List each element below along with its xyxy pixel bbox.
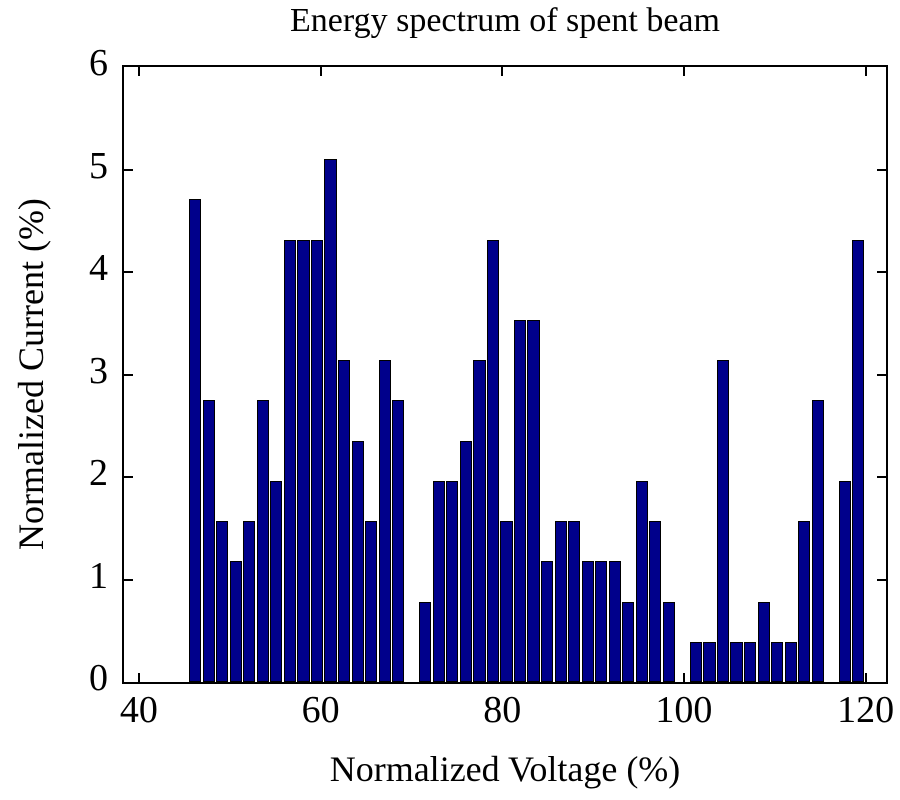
bar [689,642,703,682]
x-tick-mark [137,67,140,76]
bar [324,159,337,682]
bar [310,240,324,682]
bar [486,240,500,682]
bar [365,521,378,682]
bar [635,481,648,682]
y-tick-mark [877,476,886,478]
y-tick-mark [124,578,133,581]
x-tick-label: 60 [301,689,340,731]
bar [459,441,472,682]
y-tick-mark [124,373,133,376]
bar [622,602,635,682]
bar [784,642,797,682]
bar [838,481,851,682]
bar [392,400,405,682]
bar [500,521,513,682]
y-tick-label: 3 [89,349,108,392]
bar [513,320,527,682]
y-tick-label: 6 [89,42,108,84]
x-tick-label: 100 [655,689,713,731]
bar [811,400,824,682]
bar [270,481,283,682]
bar [297,240,310,682]
bar [757,602,770,682]
y-tick-mark [877,271,886,273]
y-tick-mark [124,476,133,478]
x-tick-mark [864,673,867,682]
x-tick-mark [682,67,685,76]
x-tick-mark [682,673,685,682]
bar [473,360,486,682]
bar [189,199,202,682]
x-tick-mark [864,67,867,76]
bar [527,320,540,682]
bar [541,561,554,682]
x-tick-mark [137,673,140,682]
bar [716,360,730,682]
bar [351,441,364,682]
x-tick-label: 80 [483,689,522,731]
bar [581,561,594,682]
bar [256,400,269,682]
bar [649,521,662,682]
bar [662,602,675,682]
y-tick-mark [877,578,886,581]
bar [243,521,256,682]
y-tick-label: 2 [89,452,108,494]
bar [216,521,229,682]
y-tick-mark [877,168,886,171]
bar [852,240,865,682]
bar [283,240,297,682]
y-tick-mark [877,373,886,376]
chart-title: Energy spectrum of spent beam [290,2,720,39]
bar [554,521,567,682]
bar [798,521,811,682]
plot-area [122,65,888,684]
bar [568,521,581,682]
bar [730,642,743,682]
bar [595,561,608,682]
x-tick-mark [319,67,322,76]
bar [771,642,784,682]
y-tick-label: 5 [89,144,108,187]
bar [378,360,391,682]
y-tick-mark [124,168,133,171]
x-tick-mark [501,67,504,76]
bar [202,400,215,682]
bar [338,360,351,682]
bar [419,602,432,682]
bar [744,642,757,682]
y-tick-mark [124,271,133,273]
x-axis-label: Normalized Voltage (%) [329,749,681,789]
bar [229,561,242,682]
bar [608,561,621,682]
x-tick-label: 120 [837,689,895,731]
x-tick-label: 40 [119,689,158,731]
bar [446,481,459,682]
bar [432,481,445,682]
y-tick-label: 1 [89,554,108,597]
y-tick-label: 4 [89,247,108,289]
y-tick-label: 0 [89,657,108,699]
bar [703,642,716,682]
